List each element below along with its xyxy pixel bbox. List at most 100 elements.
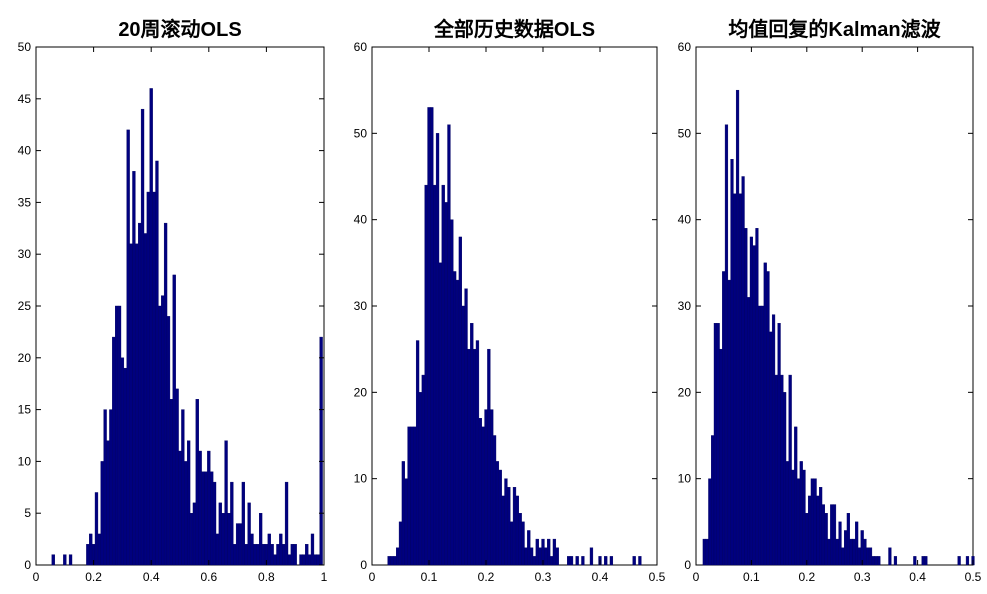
histogram-bar [313, 554, 318, 566]
x-tick-label: 0.5 [649, 570, 666, 584]
histogram-bar [913, 556, 917, 566]
histogram-bar [785, 461, 789, 566]
histogram-bar [178, 450, 182, 566]
y-tick-label: 50 [354, 126, 368, 140]
histogram-bar [538, 547, 542, 566]
histogram-bar [158, 305, 162, 566]
histogram-panel-full-history-ols: 全部历史数据OLS 0 0.1 0.2 0.3 0.4 0.5 0 10 20 30 40 50 60 [354, 17, 666, 584]
histogram-bar [802, 469, 806, 566]
histogram-bar [774, 374, 778, 566]
histogram-bar [487, 348, 491, 566]
y-tick-label: 40 [678, 213, 692, 227]
histogram-bar [888, 547, 892, 566]
histogram-bar [201, 471, 205, 566]
histogram-bar [172, 274, 176, 566]
y-tick-label: 60 [354, 40, 368, 54]
histogram-bar [404, 478, 408, 566]
x-tick-label: 0.8 [258, 570, 275, 584]
histogram-bar [175, 388, 179, 566]
histogram-bar [744, 228, 748, 566]
histogram-bar [547, 538, 551, 566]
histogram-bar [215, 533, 220, 566]
histogram-bar [250, 533, 254, 566]
histogram-bar [780, 374, 784, 566]
histogram-bar [835, 538, 839, 566]
histogram-bar [832, 504, 837, 566]
histogram-bar [276, 544, 280, 566]
histogram-bar [238, 523, 243, 566]
histogram-bar [852, 538, 856, 566]
histogram-bar [387, 556, 391, 566]
histogram-bar [799, 461, 803, 566]
y-tick-label: 15 [18, 403, 32, 417]
chart-title: 均值回复的Kalman滤波 [728, 17, 941, 41]
histogram-bar [763, 262, 767, 566]
histogram-bar [207, 450, 211, 566]
histogram-bar [713, 323, 717, 566]
y-tick-label: 10 [18, 454, 32, 468]
histogram-bar [609, 556, 614, 566]
histogram-bar [760, 305, 765, 566]
histogram-bar [189, 513, 194, 566]
histogram-bar [871, 556, 875, 566]
histogram-bar [120, 357, 125, 566]
histogram-bar [705, 538, 709, 566]
histogram-bar [195, 399, 199, 566]
histogram-bar [316, 554, 320, 566]
histogram-bar [527, 530, 531, 566]
histogram-bar [273, 554, 277, 566]
histogram-bar [427, 107, 431, 566]
histogram-bar [267, 533, 271, 566]
histogram-bar [475, 340, 480, 566]
histogram-bar [741, 176, 745, 566]
histogram-bar [827, 538, 831, 566]
histogram-bar [184, 461, 188, 566]
histogram-bar [430, 107, 434, 566]
histogram-bar [210, 471, 214, 566]
x-tick-label: 0.3 [535, 570, 552, 584]
histogram-bar [230, 481, 234, 566]
histogram-bar [129, 243, 133, 566]
y-tick-label: 35 [18, 195, 32, 209]
histogram-bar [766, 271, 770, 566]
histogram-bar [161, 295, 165, 566]
histogram-bar [638, 556, 642, 566]
histogram-bar [279, 533, 283, 566]
histogram-bar [470, 323, 474, 566]
histogram-bar [552, 538, 557, 566]
histogram-bar [965, 556, 970, 566]
histogram-bar [791, 469, 795, 566]
histogram-bar [413, 426, 417, 566]
histogram-bar [244, 544, 248, 566]
histogram-bar [112, 336, 116, 566]
x-tick-label: 0.4 [143, 570, 160, 584]
histogram-bar [893, 556, 898, 566]
histogram-bar [140, 108, 145, 566]
histogram-bar [407, 426, 411, 566]
histogram-bar [438, 262, 443, 566]
histogram-bar [94, 492, 99, 566]
histogram-bar [604, 556, 608, 566]
histogram-bar [455, 279, 460, 566]
histogram-bar [758, 305, 762, 566]
histogram-bar [305, 544, 309, 566]
histogram-bar [478, 418, 482, 566]
histogram-bar [484, 409, 488, 566]
histogram-bar [253, 544, 257, 566]
x-tick-label: 0.2 [85, 570, 102, 584]
histogram-bar [441, 184, 445, 566]
y-tick-label: 50 [678, 126, 692, 140]
histogram-bar [396, 547, 400, 566]
histogram-bar [569, 556, 574, 566]
histogram-bar [138, 222, 142, 566]
histogram-bar [777, 323, 781, 566]
histogram-bar [733, 193, 737, 566]
histogram-bar [393, 556, 397, 566]
histogram-bar [924, 556, 928, 566]
histogram-bar [307, 554, 312, 566]
histogram-bar [117, 305, 122, 566]
histogram-bar [722, 271, 726, 566]
histogram-bar [589, 547, 594, 566]
histogram-bar [495, 461, 500, 566]
histogram-bar [135, 243, 139, 566]
